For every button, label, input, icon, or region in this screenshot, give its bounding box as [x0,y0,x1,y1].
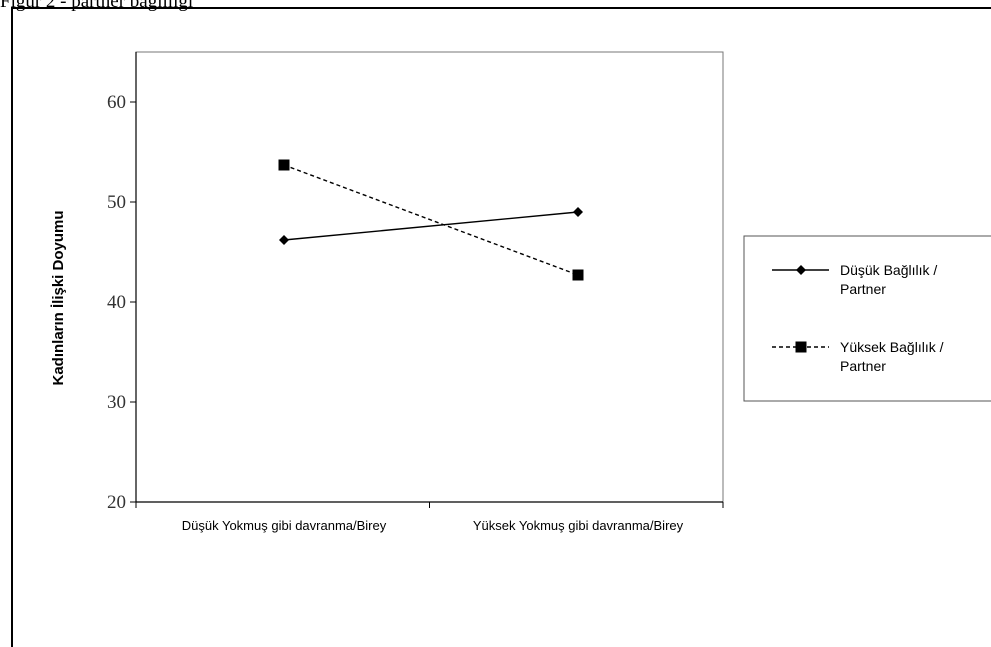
y-tick-label: 20 [107,492,126,513]
y-tick-label: 30 [107,392,126,413]
x-category-label: Yüksek Yokmuş gibi davranma/Birey [473,518,684,533]
series-line-2 [283,164,579,276]
series-1-point [279,235,289,245]
legend-marker-2 [795,341,807,353]
series-1-point [573,207,583,217]
line-chart: 20 30 40 50 60 Düşük Yokmuş gibi davranma/Bi… [50,51,991,533]
x-ticks: Düşük Yokmuş gibi davranma/Birey Yüksek Y… [135,502,724,533]
legend: Düşük Bağlılık / Partner Yüksek Bağlılık /… [772,262,944,374]
series-2-point [278,159,290,171]
top-caption: Figür 2 - partner bağlılığı [0,0,194,12]
y-ticks: 20 30 40 50 60 [107,92,136,513]
legend-box [743,235,991,402]
legend-label: Partner [840,281,886,297]
y-tick-label: 60 [107,92,126,113]
x-category-label: Düşük Yokmuş gibi davranma/Birey [182,518,387,533]
series-layer [278,159,584,281]
legend-label: Düşük Bağlılık / [840,262,937,278]
series-2-point [572,269,584,281]
plot-area [135,51,724,503]
y-axis-label: Kadınların İlişki Doyumu [50,210,67,385]
legend-label: Yüksek Bağlılık / [840,339,944,355]
series-line-1 [283,211,579,241]
y-tick-label: 40 [107,292,126,313]
y-tick-label: 50 [107,192,126,213]
legend-marker-1 [796,265,806,275]
figure-frame [11,7,991,647]
legend-label: Partner [840,358,886,374]
